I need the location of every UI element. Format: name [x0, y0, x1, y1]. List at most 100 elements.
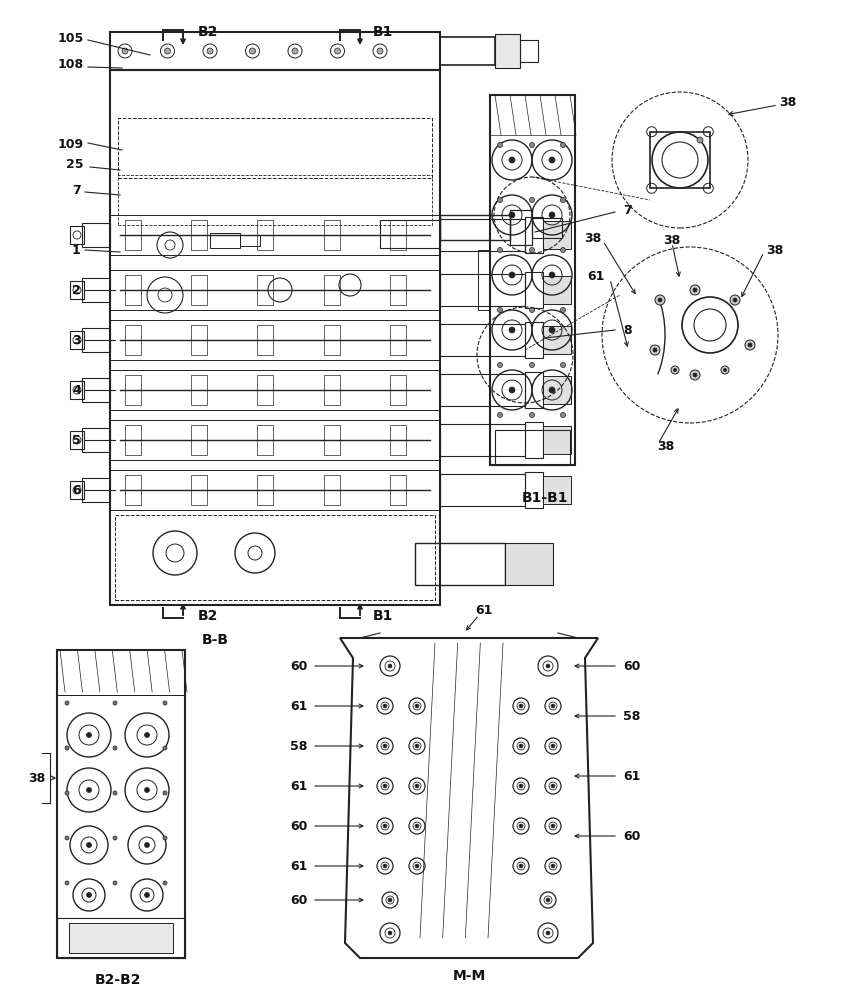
- Circle shape: [530, 247, 534, 252]
- Circle shape: [519, 864, 523, 868]
- Bar: [520, 40, 538, 62]
- Circle shape: [671, 366, 679, 374]
- Circle shape: [383, 744, 387, 748]
- Bar: [440, 424, 525, 456]
- Circle shape: [546, 664, 550, 668]
- Circle shape: [65, 791, 69, 795]
- Circle shape: [383, 784, 387, 788]
- Circle shape: [113, 701, 117, 705]
- Circle shape: [65, 881, 69, 885]
- Bar: [390, 425, 406, 455]
- Text: 61: 61: [623, 770, 640, 782]
- Circle shape: [292, 48, 298, 54]
- Circle shape: [693, 373, 697, 377]
- Text: B1: B1: [373, 25, 394, 39]
- Circle shape: [497, 308, 502, 312]
- Circle shape: [551, 864, 555, 868]
- Bar: [57, 650, 185, 695]
- Bar: [324, 325, 340, 355]
- Text: 60: 60: [290, 660, 307, 672]
- Bar: [390, 375, 406, 405]
- Bar: [440, 474, 525, 506]
- Bar: [525, 217, 543, 253]
- Circle shape: [509, 272, 515, 278]
- Circle shape: [693, 288, 697, 292]
- Text: 58: 58: [290, 740, 307, 752]
- Circle shape: [509, 212, 515, 218]
- Bar: [440, 37, 495, 65]
- Text: 4: 4: [72, 383, 80, 396]
- Circle shape: [145, 732, 150, 738]
- Bar: [440, 219, 525, 251]
- Bar: [210, 233, 240, 248]
- Text: B2: B2: [198, 25, 218, 39]
- Circle shape: [549, 387, 555, 393]
- Circle shape: [113, 746, 117, 750]
- Bar: [82, 328, 110, 352]
- Text: 60: 60: [623, 830, 640, 842]
- Bar: [543, 426, 571, 454]
- Bar: [110, 420, 440, 460]
- Bar: [324, 475, 340, 505]
- Circle shape: [509, 327, 515, 333]
- Circle shape: [561, 362, 566, 367]
- Bar: [110, 370, 440, 410]
- Bar: [543, 326, 571, 354]
- Circle shape: [551, 824, 555, 828]
- Circle shape: [658, 298, 662, 302]
- Bar: [525, 272, 543, 308]
- Circle shape: [519, 704, 523, 708]
- Circle shape: [163, 746, 167, 750]
- Bar: [57, 650, 185, 958]
- Bar: [490, 95, 575, 135]
- Bar: [110, 470, 440, 510]
- Circle shape: [113, 791, 117, 795]
- Bar: [490, 95, 575, 465]
- Bar: [478, 250, 490, 310]
- Circle shape: [551, 784, 555, 788]
- Circle shape: [415, 824, 419, 828]
- Bar: [191, 375, 207, 405]
- Circle shape: [530, 362, 534, 367]
- Circle shape: [561, 198, 566, 202]
- Text: 61: 61: [290, 859, 307, 872]
- Bar: [532, 218, 562, 238]
- Text: B1-B1: B1-B1: [522, 491, 568, 505]
- Bar: [324, 275, 340, 305]
- Text: 3: 3: [72, 334, 80, 347]
- Bar: [543, 376, 571, 404]
- Bar: [110, 215, 440, 255]
- Bar: [191, 220, 207, 250]
- Circle shape: [86, 842, 92, 848]
- Text: B2: B2: [198, 609, 218, 623]
- Text: 61: 61: [290, 780, 307, 792]
- Circle shape: [497, 247, 502, 252]
- Bar: [543, 276, 571, 304]
- Text: 5: 5: [72, 434, 80, 446]
- Circle shape: [546, 898, 550, 902]
- Text: 25: 25: [66, 158, 84, 172]
- Bar: [240, 235, 260, 246]
- Bar: [118, 118, 432, 178]
- Bar: [125, 325, 141, 355]
- Bar: [70, 226, 84, 244]
- Bar: [125, 275, 141, 305]
- Bar: [505, 543, 553, 585]
- Text: 38: 38: [585, 232, 602, 244]
- Circle shape: [383, 824, 387, 828]
- Bar: [82, 278, 110, 302]
- Circle shape: [551, 704, 555, 708]
- Circle shape: [519, 824, 523, 828]
- Circle shape: [519, 744, 523, 748]
- Bar: [70, 381, 84, 399]
- Circle shape: [561, 412, 566, 418]
- Circle shape: [745, 340, 755, 350]
- Text: 109: 109: [58, 138, 84, 151]
- Text: 58: 58: [623, 710, 640, 722]
- Bar: [390, 275, 406, 305]
- Bar: [390, 325, 406, 355]
- Circle shape: [163, 791, 167, 795]
- Circle shape: [249, 48, 255, 54]
- Text: 6: 6: [72, 484, 80, 496]
- Text: 60: 60: [290, 894, 307, 906]
